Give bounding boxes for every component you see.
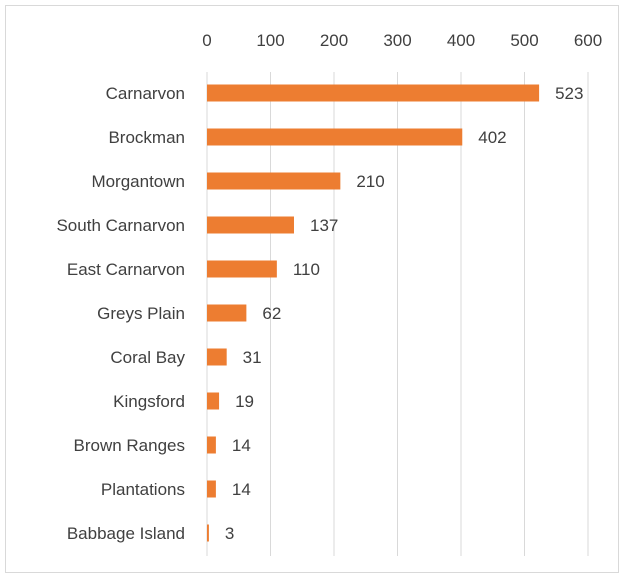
bar-babbage-island (207, 524, 209, 542)
data-label: 14 (232, 436, 251, 455)
category-label: Babbage Island (67, 524, 185, 543)
category-label: East Carnarvon (67, 260, 185, 279)
category-label: Brown Ranges (73, 436, 185, 455)
data-label: 110 (293, 260, 320, 279)
bar-brown-ranges (207, 436, 216, 454)
bar-coral-bay (207, 348, 227, 366)
x-tick-label: 600 (574, 31, 602, 50)
x-tick-label: 500 (510, 31, 538, 50)
category-label: Morgantown (91, 172, 185, 191)
data-label: 31 (243, 348, 262, 367)
category-label: Brockman (108, 128, 185, 147)
data-label: 210 (356, 172, 384, 191)
category-label: Coral Bay (110, 348, 185, 367)
x-tick-label: 0 (202, 31, 211, 50)
bar-plantations (207, 480, 216, 498)
data-label: 137 (310, 216, 338, 235)
category-label: Greys Plain (97, 304, 185, 323)
x-tick-label: 200 (320, 31, 348, 50)
data-label: 402 (478, 128, 506, 147)
bar-greys-plain (207, 304, 247, 322)
bar-east-carnarvon (207, 260, 277, 278)
data-labels: 523 402 210 137 110 62 31 19 14 14 3 (225, 84, 584, 543)
data-label: 3 (225, 524, 234, 543)
x-tick-label: 100 (256, 31, 284, 50)
bars (207, 84, 540, 542)
category-label: Kingsford (113, 392, 185, 411)
gridlines (206, 72, 589, 556)
bar-carnarvon (207, 84, 540, 102)
bar-south-carnarvon (207, 216, 294, 234)
x-axis-ticks: 0 100 200 300 400 500 600 (202, 31, 602, 50)
bar-brockman (207, 128, 463, 146)
x-tick-label: 300 (383, 31, 411, 50)
bar-morgantown (207, 172, 341, 190)
x-tick-label: 400 (447, 31, 475, 50)
data-label: 19 (235, 392, 254, 411)
data-label: 14 (232, 480, 251, 499)
category-label: South Carnarvon (56, 216, 185, 235)
category-label: Carnarvon (106, 84, 185, 103)
bar-kingsford (207, 392, 220, 410)
category-label: Plantations (101, 480, 185, 499)
data-label: 62 (262, 304, 281, 323)
category-labels: Carnarvon Brockman Morgantown South Carnarv… (56, 84, 185, 543)
data-label: 523 (555, 84, 583, 103)
